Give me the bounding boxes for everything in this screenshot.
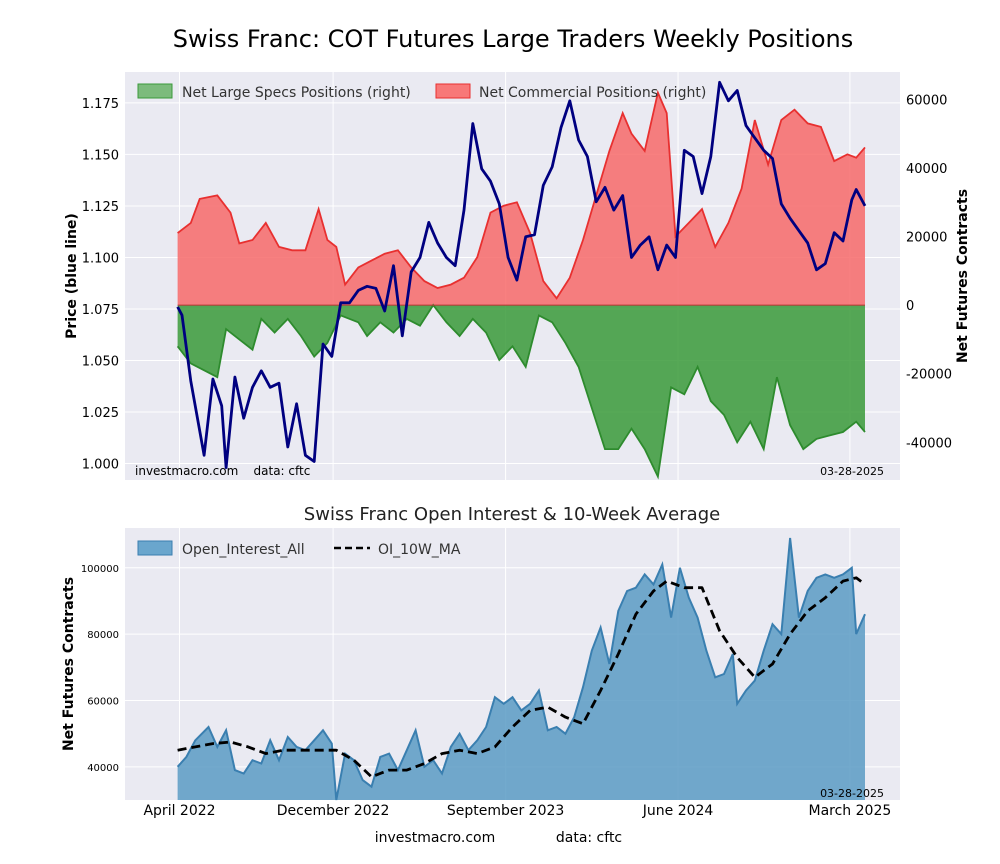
legend-label-open-interest: Open_Interest_All: [182, 542, 305, 558]
top-footer-watermark: investmacro.com data: cftc: [135, 464, 310, 478]
top-right-tick-label: 20000: [906, 231, 947, 246]
top-right-tick-label: 60000: [906, 93, 947, 108]
bottom-y-tick-label: 100000: [81, 564, 119, 575]
bottom-y-tick-label: 60000: [87, 696, 119, 707]
ma-line: [177, 576, 866, 779]
chart-title: Swiss Franc: COT Futures Large Traders W…: [173, 25, 853, 53]
bottom-footer-date: 03-28-2025: [820, 787, 884, 800]
top-left-axis-ticks: 1.000 1.025 1.050 1.075 1.100 1.125 1.150 1.175: [82, 97, 119, 473]
legend-label-commercial: Net Commercial Positions (right): [479, 85, 706, 101]
top-right-tick-label: 40000: [906, 162, 947, 177]
top-left-tick-label: 1.175: [82, 97, 119, 112]
top-left-tick-label: 1.075: [82, 303, 119, 318]
open-interest-area: [177, 538, 866, 800]
bottom-y-axis-label: Net Futures Contracts: [61, 577, 77, 751]
bottom-x-tick-label: December 2022: [277, 803, 390, 819]
line-commercial: [177, 89, 866, 300]
top-right-tick-label: 0: [906, 299, 914, 314]
bottom-y-tick-label: 40000: [87, 763, 119, 774]
legend-label-specs: Net Large Specs Positions (right): [182, 85, 411, 101]
top-left-tick-label: 1.000: [82, 458, 119, 473]
bottom-open-interest-area: [176, 537, 866, 801]
bottom-y-tick-label: 80000: [87, 630, 119, 641]
line-specs: [176, 303, 866, 480]
footer-source: data: cftc: [556, 830, 622, 846]
top-right-axis-label: Net Futures Contracts: [955, 189, 971, 363]
top-legend: Net Large Specs Positions (right) Net Co…: [137, 83, 706, 101]
bottom-x-tick-label: April 2022: [143, 803, 215, 819]
area-specs: [177, 305, 866, 477]
top-footer-date: 03-28-2025: [820, 465, 884, 478]
top-left-tick-label: 1.050: [82, 354, 119, 369]
footer-site: investmacro.com: [375, 830, 495, 846]
top-position-areas: [176, 89, 866, 480]
legend-label-ma: OI_10W_MA: [378, 542, 461, 558]
bottom-x-axis-ticks: April 2022 December 2022 September 2023 Jun…: [143, 803, 891, 819]
top-price-line-group: [176, 80, 867, 469]
top-left-tick-label: 1.150: [82, 148, 119, 163]
bottom-legend: Open_Interest_All OI_10W_MA: [137, 540, 461, 558]
top-right-tick-label: -40000: [906, 436, 952, 451]
bottom-x-tick-label: September 2023: [447, 803, 564, 819]
legend-swatch-open-interest: [137, 540, 173, 556]
price-line: [176, 80, 867, 469]
bottom-x-tick-label: March 2025: [809, 803, 892, 819]
bottom-x-tick-label: June 2024: [642, 803, 714, 819]
top-left-tick-label: 1.100: [82, 251, 119, 266]
legend-swatch-commercial: [435, 83, 471, 99]
top-left-tick-label: 1.125: [82, 200, 119, 215]
top-left-tick-label: 1.025: [82, 406, 119, 421]
top-right-tick-label: -20000: [906, 368, 952, 383]
top-left-axis-label: Price (blue line): [64, 213, 80, 339]
open-interest-line: [176, 537, 866, 801]
area-commercial: [177, 92, 866, 306]
oi-chart-title: Swiss Franc Open Interest & 10-Week Aver…: [304, 504, 720, 525]
top-right-axis-ticks: -40000 -20000 0 20000 40000 60000: [906, 93, 952, 451]
legend-swatch-specs: [137, 83, 173, 99]
bottom-y-axis-ticks: 40000 60000 80000 100000: [81, 564, 119, 774]
bottom-ma-line-group: [177, 576, 866, 779]
